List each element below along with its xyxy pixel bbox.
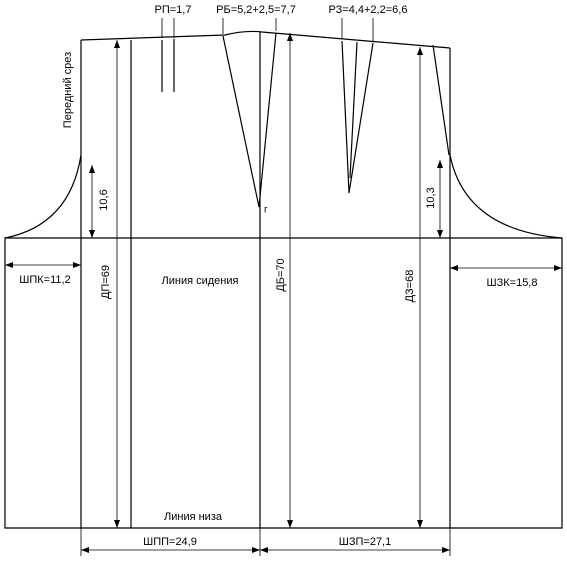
label-shpk: ШПК=11,2 bbox=[19, 274, 70, 286]
label-hem-line: Линия низа bbox=[164, 511, 223, 523]
label-dz: ДЗ=68 bbox=[404, 270, 416, 303]
label-back-depth: 10,3 bbox=[425, 187, 437, 208]
label-front-depth: 10,6 bbox=[98, 189, 110, 210]
label-shzp: ШЗП=27,1 bbox=[339, 536, 391, 548]
label-rz: РЗ=4,4+2,2=6,6 bbox=[329, 4, 408, 16]
label-db: ДБ=70 bbox=[275, 258, 287, 291]
dimensions bbox=[5, 18, 562, 556]
label-shzk: ШЗК=15,8 bbox=[487, 277, 538, 289]
label-shpp: ШПП=24,9 bbox=[143, 536, 197, 548]
outline bbox=[4, 30, 563, 529]
label-rp: РП=1,7 bbox=[155, 4, 192, 16]
label-dp: ДП=69 bbox=[100, 265, 112, 299]
label-front-cut: Передний срез bbox=[62, 52, 74, 128]
label-point: г bbox=[264, 205, 268, 216]
label-seat-line: Линия сидения bbox=[162, 275, 239, 287]
label-rb: РБ=5,2+2,5=7,7 bbox=[216, 4, 296, 16]
